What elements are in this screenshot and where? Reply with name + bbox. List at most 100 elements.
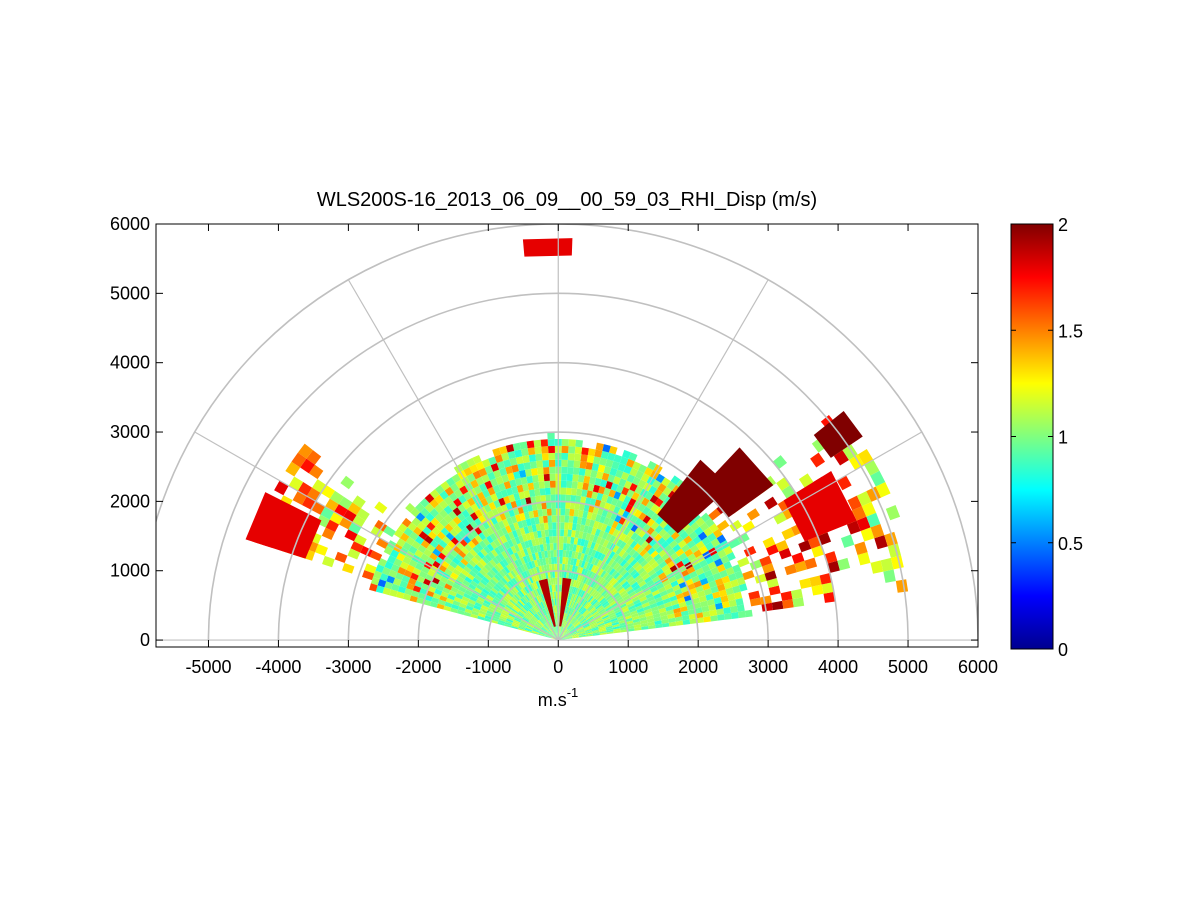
radar-cell [656, 582, 665, 590]
radar-cell [663, 568, 673, 576]
plot-frame [155, 223, 979, 648]
radar-cell [619, 533, 627, 542]
radar-cell [580, 560, 586, 568]
radar-cell [496, 572, 504, 580]
radar-cell [530, 618, 537, 624]
radar-cell [668, 617, 676, 623]
radar-cell [493, 610, 502, 616]
radar-cell [631, 596, 640, 603]
radar-cell [405, 536, 415, 546]
radar-cell [729, 605, 738, 613]
radar-cell [463, 611, 472, 617]
radar-cell [508, 613, 516, 619]
radar-cell [571, 551, 576, 559]
radar-cell [452, 568, 461, 576]
radar-cell [414, 502, 425, 513]
radar-cell [566, 536, 572, 544]
radar-cell [399, 532, 410, 542]
radar-cell [570, 571, 574, 580]
radar-cell [595, 442, 604, 451]
radar-cell [531, 630, 539, 634]
radar-cell [622, 543, 630, 552]
radar-cell [577, 628, 585, 632]
radar-cell [653, 616, 662, 622]
radar-cell [500, 613, 508, 619]
radar-cell [578, 631, 586, 635]
radar-cell [535, 604, 541, 611]
radar-cell [612, 544, 620, 553]
radar-cell [496, 562, 504, 571]
radar-cell [511, 622, 520, 627]
radar-cell [487, 607, 495, 613]
radar-cell [490, 493, 499, 502]
radar-cell [609, 600, 617, 607]
radar-cell [580, 454, 588, 462]
radar-cell [397, 585, 407, 594]
radar-cell [604, 592, 612, 600]
radar-cell [570, 586, 575, 594]
radar-cell [699, 545, 709, 555]
radar-cell [516, 591, 524, 599]
radar-cell [540, 551, 546, 559]
radar-cell [523, 511, 530, 520]
radar-cell [565, 571, 570, 579]
radar-cell [588, 555, 594, 564]
radar-cell [556, 619, 558, 627]
radar-cell [473, 604, 481, 611]
radar-cell [720, 555, 730, 564]
radar-cell [547, 438, 555, 447]
radar-cell [605, 623, 613, 628]
radar-cell [560, 487, 567, 495]
radar-cell [639, 548, 648, 557]
radar-cell [633, 543, 641, 552]
radar-cell [575, 613, 582, 620]
radar-cell [569, 586, 573, 594]
radar-cell [592, 629, 600, 633]
radar-cell [649, 494, 659, 504]
radar-cell [449, 528, 459, 538]
radar-cell [410, 507, 421, 518]
radar-cell [555, 584, 558, 592]
radar-cell [535, 523, 541, 532]
radar-cell [627, 604, 636, 611]
radar-cell [439, 518, 449, 528]
radar-cell [485, 612, 493, 618]
radar-cell [492, 484, 501, 494]
radar-cell [662, 597, 671, 604]
radar-cell [607, 609, 615, 615]
radar-cell [559, 563, 563, 571]
radar-cell [535, 622, 542, 628]
radar-cell [511, 530, 519, 538]
radar-cell [388, 569, 398, 578]
radar-cell [709, 609, 718, 617]
colorbar-tick-label: 2 [1058, 215, 1068, 235]
radar-cell [596, 552, 603, 560]
radar-cell [807, 536, 822, 549]
radar-cell [580, 575, 586, 583]
radar-cell [633, 509, 643, 518]
radar-cell [715, 577, 724, 586]
radar-cell [582, 576, 588, 584]
radar-cell [580, 590, 586, 598]
radar-cell [583, 601, 590, 608]
radar-cell [493, 596, 501, 603]
radar-cell [561, 619, 565, 627]
radar-cell [460, 558, 469, 566]
radar-cell [567, 624, 573, 630]
radar-cell [710, 566, 720, 576]
radar-cell [562, 628, 568, 635]
radar-cell [483, 617, 492, 623]
radar-cell [623, 612, 632, 618]
radar-cell [580, 618, 587, 624]
radar-cell [701, 582, 711, 591]
radar-cell [550, 577, 554, 586]
radar-cell [556, 612, 558, 620]
radar-cell [449, 560, 458, 569]
radar-cell [605, 627, 614, 631]
radar-cell [529, 531, 535, 540]
radar-cell [530, 567, 536, 576]
radar-cell [444, 486, 454, 497]
radar-cell [463, 467, 473, 477]
radar-cell [599, 515, 606, 524]
